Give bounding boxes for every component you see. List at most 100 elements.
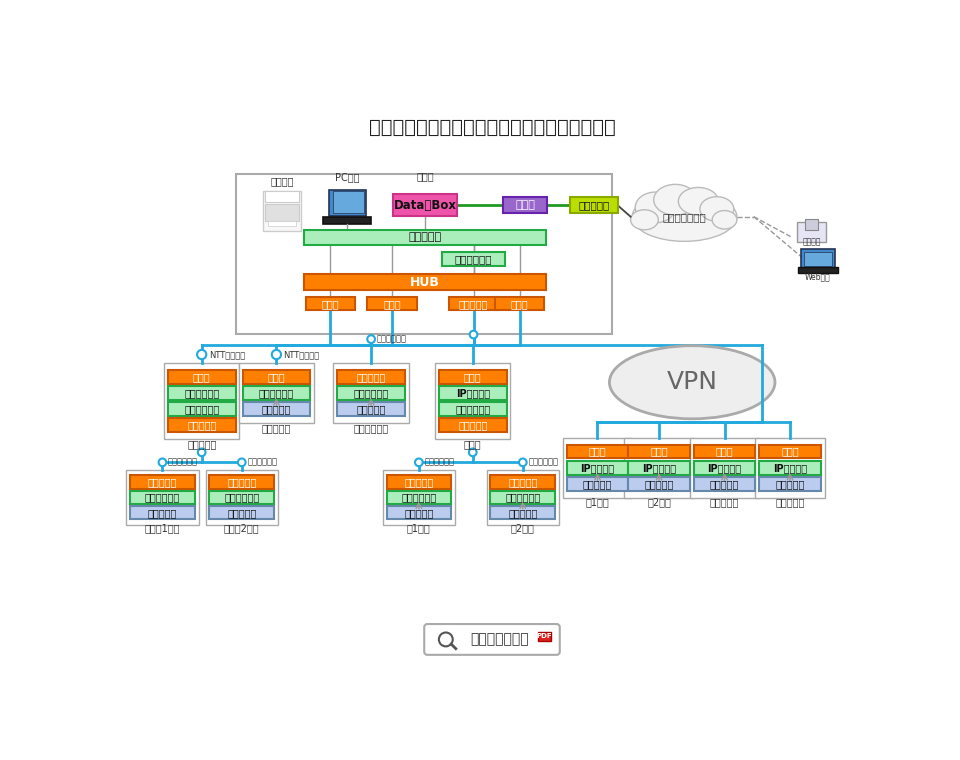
FancyBboxPatch shape bbox=[491, 506, 555, 519]
FancyBboxPatch shape bbox=[759, 477, 821, 491]
Text: ルータ: ルータ bbox=[268, 372, 285, 382]
FancyBboxPatch shape bbox=[694, 461, 756, 475]
Text: Data－Box: Data－Box bbox=[394, 198, 457, 212]
Text: ルータ: ルータ bbox=[650, 447, 668, 457]
FancyBboxPatch shape bbox=[394, 195, 457, 216]
FancyBboxPatch shape bbox=[387, 476, 451, 489]
Text: 中継ポンプ所: 中継ポンプ所 bbox=[353, 423, 389, 432]
Text: 無線モデム: 無線モデム bbox=[404, 477, 434, 487]
FancyBboxPatch shape bbox=[337, 386, 405, 400]
Text: 無線モデム: 無線モデム bbox=[458, 420, 488, 430]
FancyBboxPatch shape bbox=[209, 476, 275, 489]
Text: 第1水源: 第1水源 bbox=[407, 524, 431, 534]
FancyBboxPatch shape bbox=[164, 363, 239, 439]
Ellipse shape bbox=[679, 188, 718, 215]
Text: 高区配水池: 高区配水池 bbox=[776, 497, 804, 508]
FancyBboxPatch shape bbox=[243, 402, 310, 416]
FancyBboxPatch shape bbox=[759, 445, 821, 458]
Text: 警報通報: 警報通報 bbox=[803, 238, 821, 246]
Text: 無線アンテナ: 無線アンテナ bbox=[247, 458, 277, 467]
FancyBboxPatch shape bbox=[383, 470, 455, 524]
Text: IP通信装置: IP通信装置 bbox=[581, 463, 614, 473]
FancyBboxPatch shape bbox=[628, 477, 690, 491]
Text: プロバイダ: プロバイダ bbox=[578, 200, 610, 211]
Text: 信号伝送装置: 信号伝送装置 bbox=[184, 388, 219, 398]
FancyBboxPatch shape bbox=[236, 173, 612, 334]
Circle shape bbox=[368, 335, 375, 343]
Text: 無線通信装置: 無線通信装置 bbox=[455, 404, 491, 414]
Circle shape bbox=[415, 458, 422, 466]
Text: 信号伝送装置: 信号伝送装置 bbox=[259, 388, 294, 398]
Text: NTT専用回線: NTT専用回線 bbox=[208, 350, 245, 359]
Text: 無線アンテナ: 無線アンテナ bbox=[376, 334, 406, 344]
Text: 各種センサ: 各種センサ bbox=[508, 508, 538, 518]
Text: 無線通信装置: 無線通信装置 bbox=[353, 388, 389, 398]
FancyBboxPatch shape bbox=[303, 230, 546, 245]
Ellipse shape bbox=[610, 346, 775, 419]
Text: ルータ: ルータ bbox=[383, 299, 400, 309]
Text: 第2水源: 第2水源 bbox=[511, 524, 535, 534]
Text: PDF: PDF bbox=[537, 633, 552, 639]
FancyBboxPatch shape bbox=[127, 470, 199, 524]
Text: 庁　舎: 庁 舎 bbox=[417, 171, 434, 181]
Ellipse shape bbox=[632, 192, 737, 242]
Text: ルータ: ルータ bbox=[193, 372, 210, 382]
FancyBboxPatch shape bbox=[804, 219, 819, 230]
Text: クリックで拡大: クリックで拡大 bbox=[470, 632, 529, 647]
FancyBboxPatch shape bbox=[566, 461, 628, 475]
FancyBboxPatch shape bbox=[424, 624, 560, 655]
FancyBboxPatch shape bbox=[131, 491, 195, 504]
FancyBboxPatch shape bbox=[168, 386, 235, 400]
FancyBboxPatch shape bbox=[491, 476, 555, 489]
FancyBboxPatch shape bbox=[539, 632, 550, 641]
FancyBboxPatch shape bbox=[694, 445, 756, 458]
Text: NTT専用回線: NTT専用回線 bbox=[283, 350, 320, 359]
Text: ルータ: ルータ bbox=[716, 447, 733, 457]
Text: ルータ: ルータ bbox=[516, 200, 535, 211]
FancyBboxPatch shape bbox=[337, 370, 405, 384]
Text: 無線通信装置: 無線通信装置 bbox=[401, 492, 437, 502]
FancyBboxPatch shape bbox=[262, 191, 301, 230]
FancyBboxPatch shape bbox=[131, 476, 195, 489]
FancyBboxPatch shape bbox=[265, 192, 299, 202]
Text: 各種センサ: 各種センサ bbox=[644, 479, 674, 489]
FancyBboxPatch shape bbox=[798, 268, 838, 273]
FancyBboxPatch shape bbox=[804, 252, 831, 266]
FancyBboxPatch shape bbox=[209, 506, 275, 519]
Circle shape bbox=[158, 458, 166, 466]
Circle shape bbox=[272, 350, 281, 359]
Text: 中央配水池: 中央配水池 bbox=[262, 423, 291, 432]
Text: 無線モデム: 無線モデム bbox=[459, 299, 489, 309]
Text: 各種センサ: 各種センサ bbox=[262, 404, 291, 414]
Ellipse shape bbox=[631, 210, 659, 230]
Text: 無線モデム: 無線モデム bbox=[356, 372, 386, 382]
FancyBboxPatch shape bbox=[566, 445, 628, 458]
Text: IP通信装置: IP通信装置 bbox=[642, 463, 676, 473]
Ellipse shape bbox=[700, 197, 733, 221]
Text: ルータ: ルータ bbox=[588, 447, 607, 457]
Text: 無線通信装置: 無線通信装置 bbox=[145, 492, 180, 502]
Text: 無線アンテナ: 無線アンテナ bbox=[424, 458, 454, 467]
FancyBboxPatch shape bbox=[449, 297, 498, 310]
FancyBboxPatch shape bbox=[491, 491, 555, 504]
Text: 無線モデム: 無線モデム bbox=[508, 477, 538, 487]
FancyBboxPatch shape bbox=[756, 438, 825, 498]
FancyBboxPatch shape bbox=[243, 386, 310, 400]
Text: 第1水源: 第1水源 bbox=[586, 497, 610, 508]
Ellipse shape bbox=[712, 211, 737, 229]
Text: 各種センサ: 各種センサ bbox=[356, 404, 386, 414]
FancyBboxPatch shape bbox=[333, 363, 409, 423]
FancyBboxPatch shape bbox=[328, 190, 366, 216]
FancyBboxPatch shape bbox=[168, 402, 235, 416]
FancyBboxPatch shape bbox=[439, 386, 507, 400]
Text: 低区配水池: 低区配水池 bbox=[709, 497, 739, 508]
Text: ルータ: ルータ bbox=[464, 372, 482, 382]
Circle shape bbox=[198, 448, 205, 456]
Text: Web監視: Web監視 bbox=[804, 272, 830, 281]
FancyBboxPatch shape bbox=[570, 198, 617, 213]
FancyBboxPatch shape bbox=[387, 491, 451, 504]
Circle shape bbox=[238, 458, 246, 466]
FancyBboxPatch shape bbox=[797, 222, 827, 242]
FancyBboxPatch shape bbox=[439, 370, 507, 384]
FancyBboxPatch shape bbox=[624, 438, 694, 498]
